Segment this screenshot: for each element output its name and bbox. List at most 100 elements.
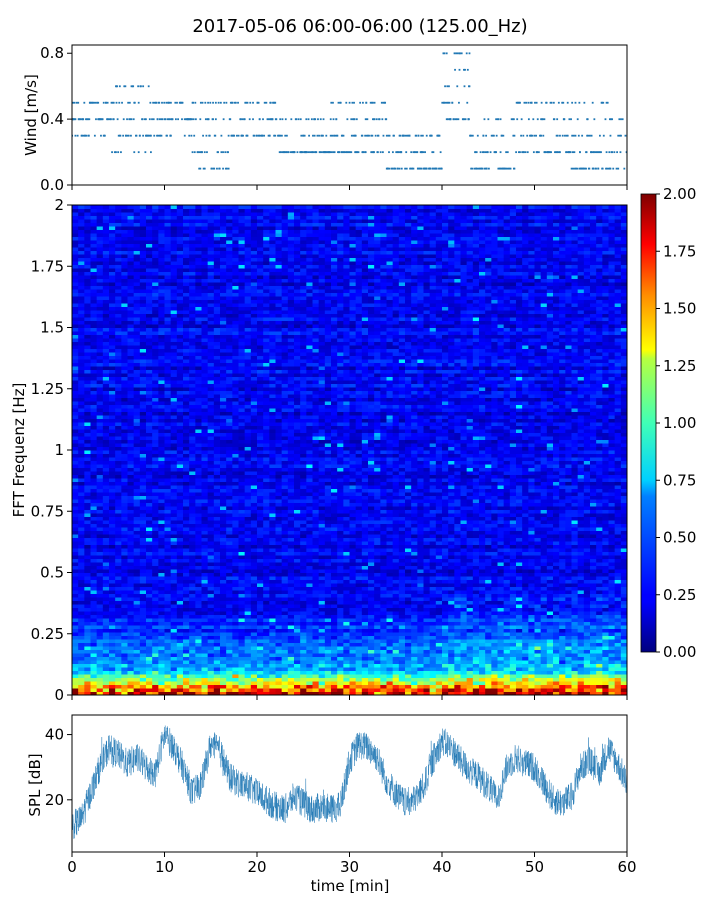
wind-point [83, 101, 86, 104]
spectrogram-cell [596, 551, 603, 556]
spectrogram-cell [620, 579, 627, 584]
spectrogram-cell [386, 667, 394, 671]
spectrogram-cell [435, 625, 443, 629]
spectrogram-cell [355, 600, 363, 605]
spectrogram-cell [546, 541, 554, 545]
spectrogram-cell [398, 569, 406, 573]
spectrogram-cell [213, 576, 221, 580]
spectrogram-cell [84, 555, 91, 559]
spectrogram-cell [349, 660, 357, 664]
spectrogram-cell [577, 583, 585, 587]
spectrogram-cell [423, 572, 431, 577]
spectrogram-cell [84, 569, 91, 573]
wind-point [456, 52, 459, 55]
spectrogram-cell [620, 614, 627, 619]
spectrogram-cell [195, 646, 202, 650]
spectrogram-cell [386, 670, 394, 675]
wind-point [101, 118, 104, 121]
spectrogram-cell [312, 677, 320, 682]
spectrogram-cell [164, 635, 172, 640]
spectrogram-cell [491, 681, 498, 685]
spectrogram-cell [565, 635, 572, 640]
spectrogram-cell [509, 660, 517, 664]
spectrogram-cell [244, 544, 252, 549]
figure-title: 2017-05-06 06:00-06:00 (125.00_Hz) [192, 16, 527, 37]
wind-point [164, 118, 167, 121]
spectrogram-cell [226, 639, 233, 643]
spectrogram-cell [448, 670, 455, 675]
spectrogram-cell [331, 544, 338, 549]
spectrogram-cell [361, 541, 369, 545]
spectrogram-cell [460, 562, 468, 566]
spectrogram-cell [368, 569, 375, 573]
spectrogram-cell [534, 544, 542, 549]
spectrogram-cell [411, 569, 418, 573]
spectrogram-cell [318, 674, 326, 678]
spectrogram-cell [263, 646, 270, 650]
spectrogram-cell [435, 691, 443, 695]
spectrogram-cell [78, 674, 85, 678]
spectrogram-cell [306, 649, 313, 654]
spectrogram-cell [189, 667, 196, 671]
wind-point [566, 101, 569, 104]
spectrogram-cell [250, 597, 258, 601]
spectrogram-cell [281, 590, 289, 594]
wind-point [515, 151, 517, 154]
spectrogram-cell [115, 691, 122, 695]
spectrogram-cell [516, 660, 523, 664]
spectrogram-cell [257, 558, 264, 563]
wind-point [128, 118, 131, 121]
spectrogram-cell [614, 649, 622, 654]
spectrogram-cell [238, 555, 246, 559]
spectrogram-cell [195, 586, 202, 591]
spectrogram-cell [220, 642, 227, 647]
spectrogram-cell [571, 607, 579, 612]
spectrogram-cell [115, 646, 122, 650]
spectrogram-cell [435, 576, 443, 580]
spectrogram-cell [577, 593, 585, 598]
spectrogram-cell [90, 628, 98, 633]
spectrogram-cell [244, 684, 252, 689]
spectrogram-cell [405, 663, 412, 668]
spectrogram-cell [497, 544, 505, 549]
spectrogram-cell [133, 625, 141, 629]
wind-point [307, 151, 310, 154]
spectrogram-cell [405, 604, 412, 608]
spectrogram-cell [152, 600, 159, 605]
wind-point [217, 101, 220, 104]
spectrogram-cell [195, 541, 202, 545]
spectrogram-cell [183, 593, 190, 598]
spectrogram-cell [620, 635, 627, 640]
wind-point [279, 134, 282, 137]
spectrogram-cell [244, 691, 252, 695]
wind-point [176, 101, 178, 104]
spectrogram-cell [115, 551, 122, 556]
spectrogram-cell [102, 537, 110, 542]
spectrogram-cell [306, 621, 313, 626]
spectrogram-cell [306, 677, 313, 682]
spectrogram-cell [361, 604, 369, 608]
spectrogram-cell [522, 583, 529, 587]
spectrogram-cell [72, 593, 79, 598]
spectrogram-cell [423, 618, 431, 622]
spectrogram-cell [571, 541, 579, 545]
spectrogram-cell [96, 586, 104, 591]
wind-point [386, 167, 389, 170]
spectrogram-cell [577, 625, 585, 629]
spectrogram-cell [448, 656, 455, 661]
spectrogram-cell [466, 607, 474, 612]
spectrogram-cell [275, 649, 283, 654]
spectrogram-cell [442, 583, 449, 587]
spectrogram-cell [423, 625, 431, 629]
spectrogram-cell [84, 572, 91, 577]
spectrogram-cell [139, 688, 147, 692]
spectrogram-cell [294, 684, 301, 689]
spectrogram-cell [158, 576, 165, 580]
spectrogram-cell [306, 590, 313, 594]
spectrogram-cell [133, 576, 141, 580]
wind-point [532, 118, 535, 121]
spectrogram-cell [158, 590, 165, 594]
spectrogram-cell [559, 691, 566, 695]
spectrogram-cell [540, 681, 548, 685]
spectrogram-cell [287, 653, 295, 657]
